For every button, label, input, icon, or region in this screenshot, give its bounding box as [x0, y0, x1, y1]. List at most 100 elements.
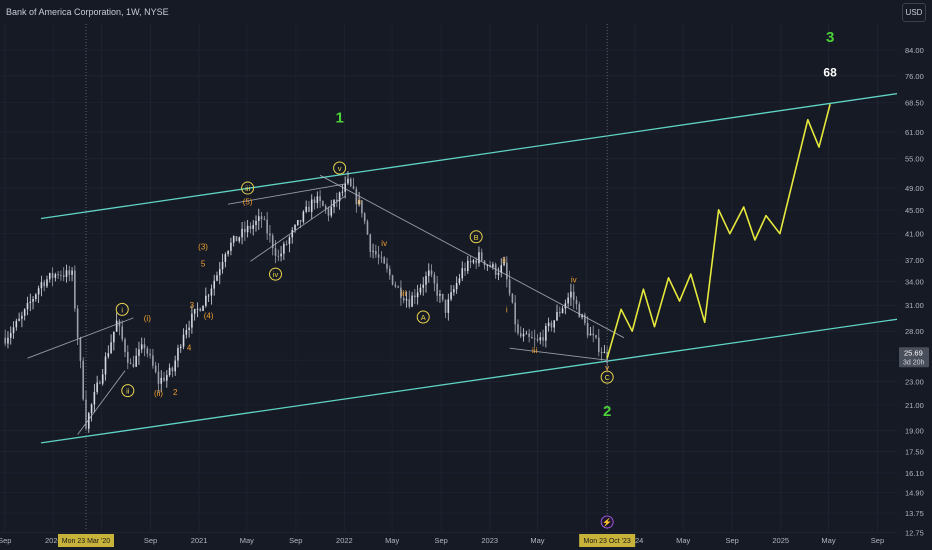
candle-body — [589, 333, 592, 336]
candle-body — [65, 270, 68, 277]
candle-body — [349, 178, 352, 187]
candle-body — [305, 206, 307, 212]
x-tick-label: Sep — [725, 536, 738, 545]
wave-label-minor: 3 — [190, 301, 195, 310]
candle-body — [603, 351, 606, 354]
candle-body — [285, 243, 288, 245]
candle-body — [191, 313, 193, 328]
candle-body — [246, 225, 249, 233]
x-tick-label: Sep — [871, 536, 884, 545]
candle-body — [324, 205, 327, 209]
wave-label-circle: iii — [245, 184, 250, 193]
candle-body — [441, 294, 444, 300]
candle-body — [43, 282, 45, 287]
candle-body — [269, 233, 271, 236]
candle-body — [207, 295, 210, 297]
y-tick-label: 21.00 — [905, 401, 924, 410]
candle-body — [578, 304, 581, 318]
wave-label-major: 2 — [603, 403, 611, 420]
wave-label-minor: iii — [532, 346, 538, 355]
wave-label-circle: A — [421, 313, 426, 322]
wave-label-minor: 4 — [187, 343, 192, 352]
x-tick-label: 2025 — [772, 536, 789, 545]
candle-body — [96, 382, 98, 392]
candle-body — [586, 322, 589, 336]
wave-label-minor: (ii) — [154, 389, 163, 398]
candle-body — [288, 237, 291, 245]
candle-body — [152, 355, 154, 366]
candle-body — [461, 268, 464, 279]
candle-body — [506, 262, 508, 280]
candle-body — [143, 344, 146, 349]
candle-body — [216, 275, 218, 281]
wave-label-major: 3 — [826, 29, 834, 46]
wave-label-major: 1 — [335, 110, 343, 127]
date-marker-label: Mon 23 Oct '23 — [584, 538, 631, 545]
candle-body — [402, 297, 405, 301]
candle-body — [416, 292, 419, 298]
candle-body — [363, 213, 366, 222]
y-tick-label: 55.00 — [905, 154, 924, 163]
candle-body — [467, 260, 469, 272]
y-tick-label: 49.00 — [905, 184, 924, 193]
y-tick-label: 23.00 — [905, 378, 924, 387]
candle-body — [408, 299, 411, 307]
candle-body — [472, 260, 475, 263]
candle-body — [297, 220, 299, 225]
lightning-glyph: ⚡ — [602, 517, 612, 527]
candle-body — [163, 377, 165, 381]
candle-body — [322, 201, 324, 206]
candle-body — [271, 235, 274, 249]
trend-line — [77, 370, 126, 435]
candle-body — [146, 348, 149, 354]
candle-body — [232, 236, 235, 243]
candle-body — [313, 199, 316, 204]
date-marker-badge — [579, 534, 636, 547]
wave-label-minor: (i) — [144, 314, 151, 323]
candle-body — [4, 337, 6, 344]
candle-body — [93, 391, 96, 405]
candle-body — [447, 299, 450, 313]
candle-body — [430, 270, 433, 275]
candle-body — [372, 250, 374, 252]
currency-button[interactable]: USD — [902, 3, 926, 22]
wave-circle — [333, 161, 347, 175]
wave-label-minor: iv — [571, 275, 577, 284]
x-tick-label: May — [240, 536, 254, 545]
candle-body — [104, 356, 107, 375]
candle-body — [79, 337, 82, 361]
candle-body — [533, 338, 536, 340]
channel-upper-line — [40, 88, 928, 220]
candle-body — [600, 352, 603, 354]
candle-body — [224, 254, 227, 262]
x-tick-label: May — [530, 536, 544, 545]
candle-body — [355, 188, 358, 205]
candle-body — [380, 257, 383, 259]
candle-body — [375, 250, 377, 255]
candle-body — [542, 337, 544, 341]
chart-title: Bank of America Corporation, 1W, NYSE — [6, 7, 169, 17]
candle-body — [547, 322, 550, 326]
candle-body — [550, 322, 553, 328]
candle-body — [62, 275, 65, 277]
candle-body — [160, 377, 163, 384]
candle-body — [48, 273, 51, 280]
candle-body — [575, 299, 578, 305]
y-tick-label: 61.00 — [905, 128, 924, 137]
candle-body — [539, 337, 542, 341]
x-tick-label: May — [676, 536, 690, 545]
y-tick-label: 41.00 — [905, 230, 924, 239]
y-tick-label: 76.00 — [905, 72, 924, 81]
candle-body — [584, 314, 586, 323]
date-marker-label: Mon 23 Mar '20 — [62, 538, 111, 545]
candle-body — [444, 299, 447, 313]
candle-body — [581, 314, 583, 318]
candle-body — [132, 363, 135, 367]
time-to-close-label: 3d 20h — [903, 359, 925, 366]
wave-label-circle: i — [121, 305, 123, 314]
candle-body — [68, 270, 71, 275]
candle-body — [129, 362, 132, 364]
x-tick-label: 2020 — [45, 536, 62, 545]
